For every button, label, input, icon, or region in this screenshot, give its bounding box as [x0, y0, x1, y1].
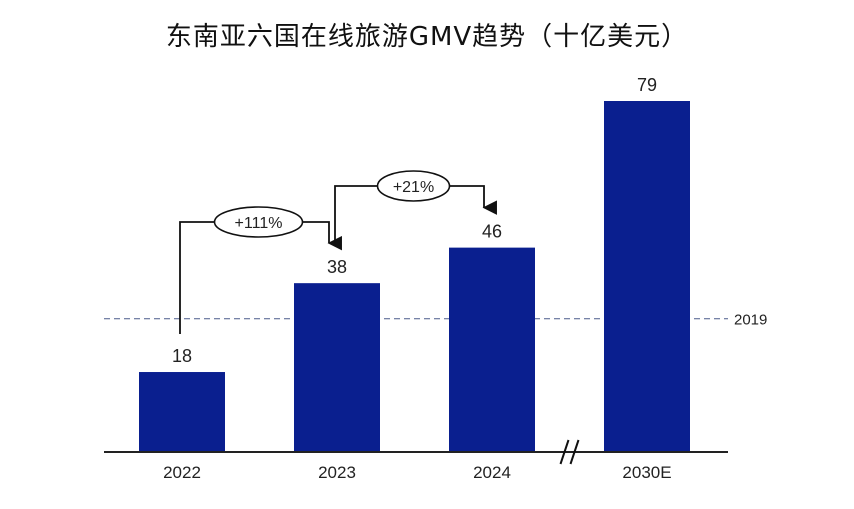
- axis-break-mark: [569, 439, 580, 465]
- axis-break-mark: [559, 439, 570, 465]
- category-label-2023: 2023: [318, 463, 356, 482]
- growth-oval-2023-2024: [376, 170, 451, 202]
- reference-line-label: 2019: [734, 312, 767, 329]
- value-label-2024: 46: [482, 222, 502, 242]
- growth-label-2023-2024: +21%: [393, 179, 434, 196]
- growth-label-2022-2023: +111%: [235, 215, 283, 232]
- bar-2022: [139, 372, 225, 452]
- value-label-2023: 38: [327, 257, 347, 277]
- value-label-2022: 18: [172, 346, 192, 366]
- value-label-2030E: 79: [637, 75, 657, 95]
- category-label-2024: 2024: [473, 463, 511, 482]
- category-label-2030E: 2030E: [622, 463, 671, 482]
- category-label-2022: 2022: [163, 463, 201, 482]
- bar-2024: [449, 247, 535, 452]
- bar-2023: [294, 283, 380, 452]
- bar-2030E: [604, 101, 690, 452]
- chart-title: 东南亚六国在线旅游GMV趋势（十亿美元）: [165, 22, 689, 52]
- growth-oval-2022-2023: [213, 206, 304, 238]
